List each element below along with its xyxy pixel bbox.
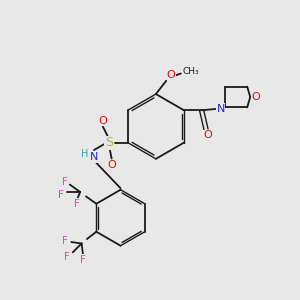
Text: O: O bbox=[107, 160, 116, 170]
Text: F: F bbox=[64, 252, 70, 262]
Text: N: N bbox=[217, 104, 225, 114]
Text: S: S bbox=[105, 136, 113, 149]
Text: F: F bbox=[62, 236, 68, 245]
Text: O: O bbox=[203, 130, 212, 140]
Text: H: H bbox=[81, 148, 88, 158]
Text: O: O bbox=[251, 92, 260, 102]
Text: F: F bbox=[58, 190, 64, 200]
Text: N: N bbox=[90, 152, 98, 162]
Text: CH₃: CH₃ bbox=[183, 68, 200, 76]
Text: O: O bbox=[166, 70, 175, 80]
Text: O: O bbox=[98, 116, 107, 126]
Text: F: F bbox=[62, 177, 68, 187]
Text: F: F bbox=[80, 255, 86, 265]
Text: F: F bbox=[74, 199, 80, 209]
